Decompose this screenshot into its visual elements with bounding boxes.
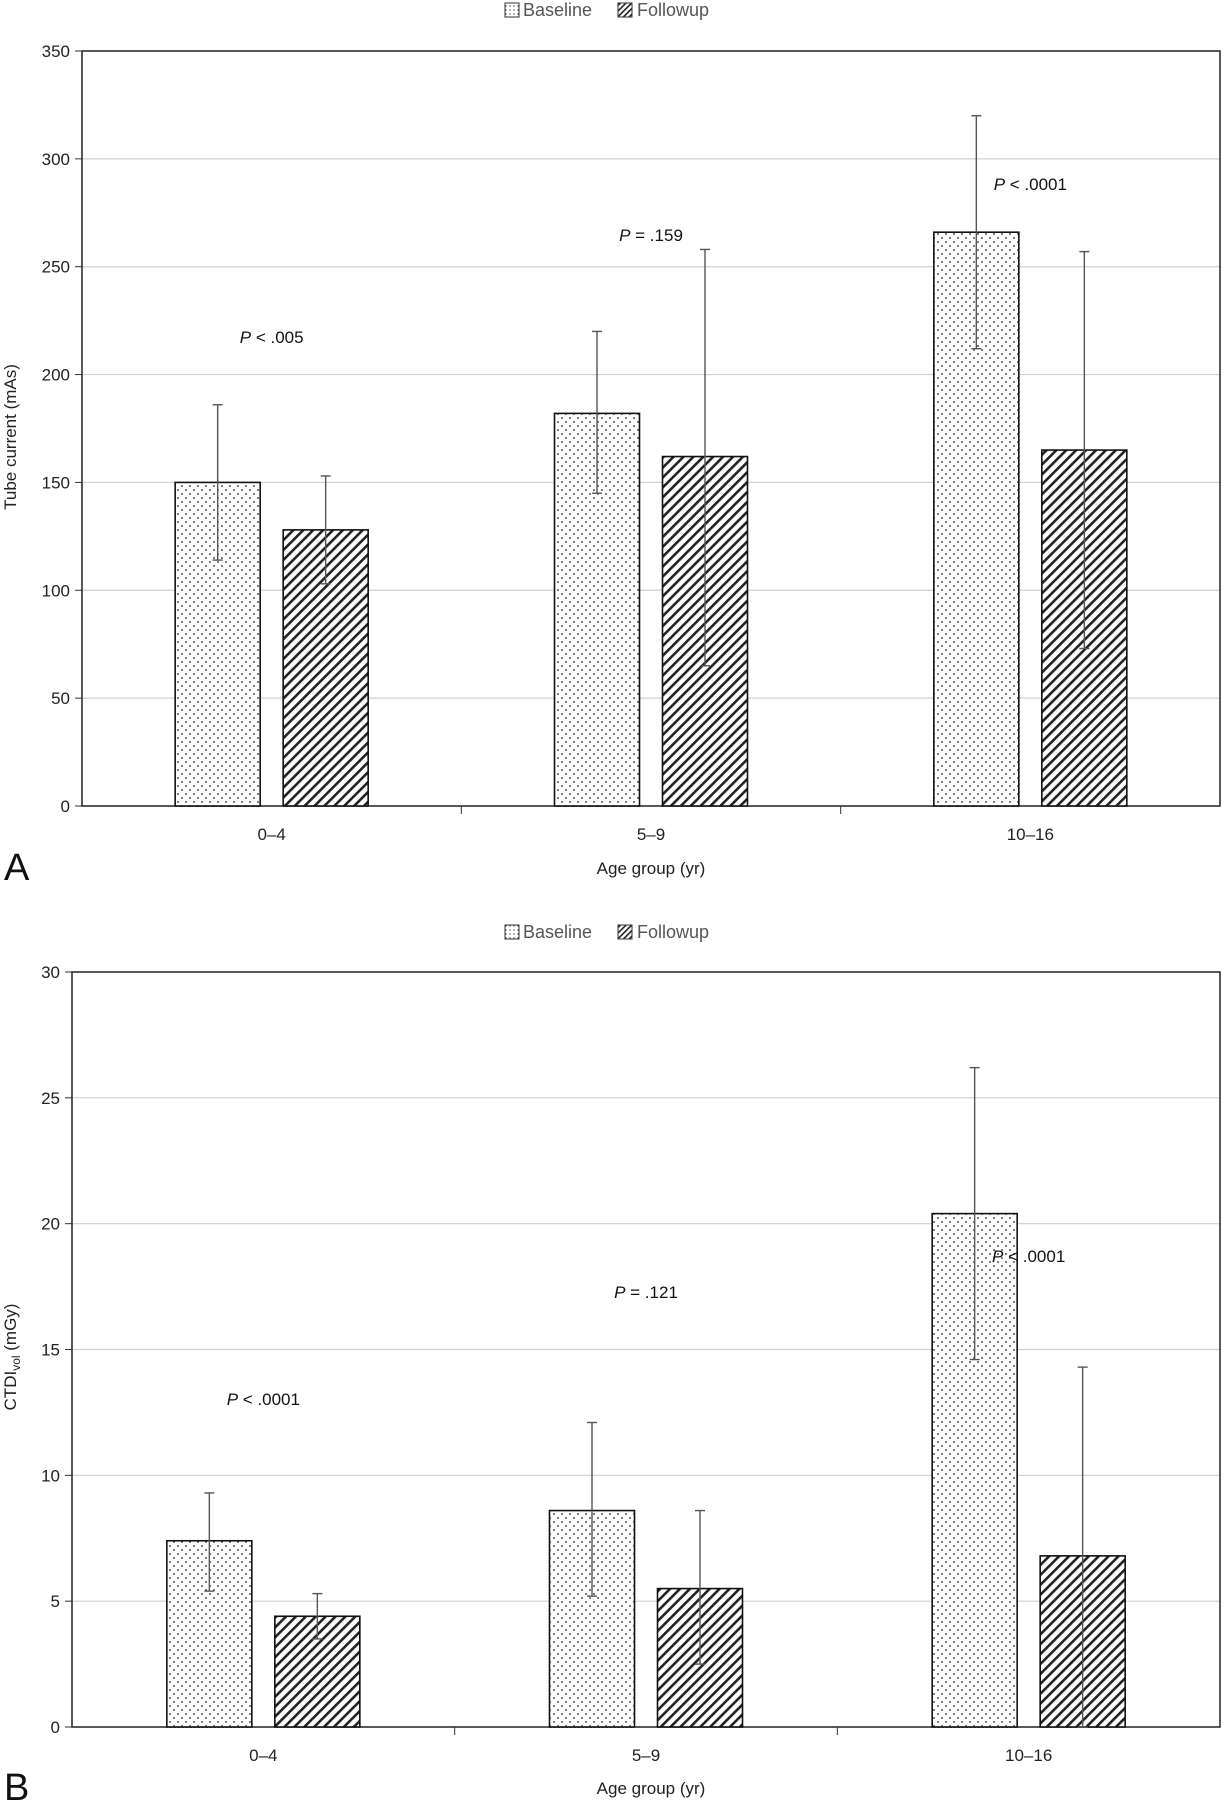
y-tick-label: 200: [42, 366, 70, 385]
panel-a: Baseline Followup 0501001502002503003500…: [1, 0, 1221, 889]
x-tick-label: 0–4: [249, 1746, 277, 1765]
y-tick-label: 5: [51, 1592, 60, 1611]
y-tick-label: 25: [41, 1089, 60, 1108]
legend-swatch-followup: [617, 2, 633, 18]
y-axis-label: Tube current (mAs): [1, 364, 20, 510]
error-bar: [212, 404, 223, 561]
legend-swatch-baseline: [504, 2, 520, 18]
x-tick-label: 10–16: [1007, 825, 1054, 844]
error-bar: [592, 330, 602, 494]
y-axis-label-text: CTDI: [1, 1371, 20, 1411]
legend-label-baseline: Baseline: [523, 0, 592, 20]
y-tick-label: 250: [42, 258, 70, 277]
p-value-annotation: P < .005: [240, 328, 304, 347]
legend-swatch-followup: [617, 924, 633, 940]
legend-label-followup: Followup: [637, 0, 709, 20]
y-tick-label: 350: [42, 42, 70, 61]
x-tick-label: 5–9: [632, 1746, 660, 1765]
legend: Baseline Followup: [504, 0, 709, 20]
legend-swatch-baseline: [504, 924, 520, 940]
p-value-annotation: P = .159: [619, 226, 683, 245]
plot-area: 0 5 10 15 20 25 30 0–4 P < .0001 5–9 P = .121 10–16…: [41, 963, 1221, 1765]
p-value-annotation: P < .0001: [992, 1247, 1065, 1266]
plot-area: 0 50 100 150 200 250 300 350 0–4 P < .005 5–9 P = .…: [42, 42, 1221, 844]
p-value-annotation: P < .0001: [994, 175, 1067, 194]
p-value-annotation: P < .0001: [227, 1390, 300, 1409]
y-tick-label: 30: [41, 963, 60, 982]
y-tick-label: 20: [41, 1215, 60, 1234]
error-bar: [700, 248, 710, 667]
x-tick-label: 5–9: [637, 825, 665, 844]
x-axis-label: Age group (yr): [597, 1779, 706, 1798]
y-axis-label-subscript: vol: [9, 1355, 23, 1370]
y-tick-label: 10: [41, 1466, 60, 1485]
error-bar: [969, 1066, 980, 1361]
y-axis-label-text: Tube current (mAs): [1, 364, 20, 510]
y-tick-label: 150: [42, 473, 70, 492]
y-tick-label: 300: [42, 150, 70, 169]
error-bar: [312, 1592, 323, 1640]
error-bar: [1077, 1366, 1088, 1728]
y-tick-label: 0: [61, 797, 70, 816]
legend-label-baseline: Baseline: [523, 922, 592, 942]
y-tick-label: 0: [51, 1718, 60, 1737]
y-tick-label: 15: [41, 1341, 60, 1360]
bar-baseline: [548, 1509, 636, 1728]
panel-b: Baseline Followup 0 5 10 15 20 25 30 0–4 P < .00…: [1, 922, 1221, 1800]
p-value-annotation: P = .121: [614, 1283, 678, 1302]
x-tick-label: 10–16: [1005, 1746, 1052, 1765]
plot-border: [71, 971, 1221, 1728]
y-axis-label: CTDIvol (mGy): [1, 1304, 23, 1411]
plot-border: [81, 50, 1221, 807]
legend: Baseline Followup: [504, 922, 709, 942]
error-bar: [695, 1509, 705, 1665]
x-axis-label: Age group (yr): [597, 859, 706, 878]
panel-label: A: [4, 847, 30, 889]
panel-label: B: [4, 1767, 29, 1800]
error-bar: [1079, 250, 1090, 650]
error-bar: [204, 1492, 215, 1592]
y-axis-label-unit: (mGy): [1, 1304, 20, 1356]
y-tick-label: 100: [42, 581, 70, 600]
y-tick-label: 50: [51, 689, 70, 708]
error-bar: [320, 475, 331, 585]
legend-label-followup: Followup: [637, 922, 709, 942]
error-bar: [971, 115, 982, 350]
error-bar: [587, 1421, 597, 1597]
bar-followup: [282, 529, 369, 807]
x-tick-label: 0–4: [257, 825, 285, 844]
